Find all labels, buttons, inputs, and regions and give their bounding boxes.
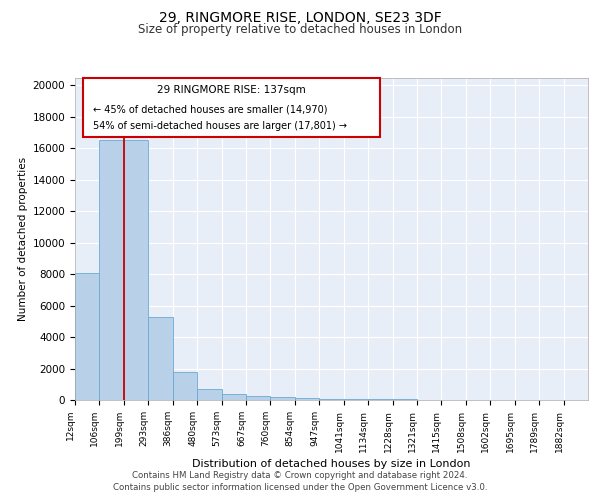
Bar bbox=[344, 399, 368, 400]
Bar bbox=[197, 390, 221, 400]
FancyBboxPatch shape bbox=[83, 78, 380, 137]
Y-axis label: Number of detached properties: Number of detached properties bbox=[19, 156, 28, 321]
Bar bbox=[100, 140, 124, 400]
Bar bbox=[271, 398, 295, 400]
Bar bbox=[246, 396, 271, 400]
Text: 29 RINGMORE RISE: 137sqm: 29 RINGMORE RISE: 137sqm bbox=[157, 86, 306, 96]
Text: Size of property relative to detached houses in London: Size of property relative to detached ho… bbox=[138, 22, 462, 36]
Bar bbox=[368, 399, 392, 400]
Text: 29, RINGMORE RISE, LONDON, SE23 3DF: 29, RINGMORE RISE, LONDON, SE23 3DF bbox=[158, 11, 442, 25]
Bar bbox=[221, 394, 246, 400]
Text: Contains public sector information licensed under the Open Government Licence v3: Contains public sector information licen… bbox=[113, 482, 487, 492]
Bar bbox=[148, 316, 173, 400]
Text: Contains HM Land Registry data © Crown copyright and database right 2024.: Contains HM Land Registry data © Crown c… bbox=[132, 472, 468, 480]
Text: ← 45% of detached houses are smaller (14,970): ← 45% of detached houses are smaller (14… bbox=[93, 104, 328, 114]
X-axis label: Distribution of detached houses by size in London: Distribution of detached houses by size … bbox=[192, 459, 471, 469]
Bar bbox=[319, 398, 344, 400]
Bar bbox=[295, 398, 319, 400]
Bar bbox=[124, 140, 148, 400]
Bar bbox=[75, 274, 100, 400]
Text: 54% of semi-detached houses are larger (17,801) →: 54% of semi-detached houses are larger (… bbox=[93, 121, 347, 131]
Bar bbox=[173, 372, 197, 400]
